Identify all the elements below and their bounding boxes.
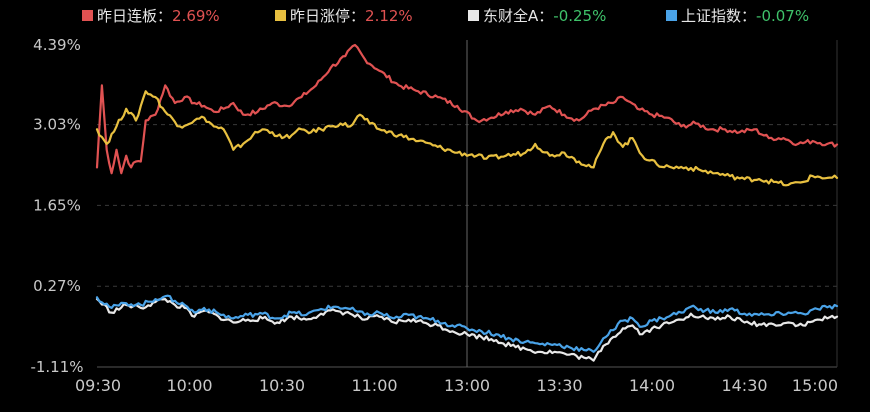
x-tick-label: 15:00 <box>792 376 838 395</box>
y-tick-label: 3.03% <box>33 116 81 134</box>
x-tick-label: 14:30 <box>721 376 767 395</box>
legend-swatch-blue <box>666 10 677 21</box>
y-tick-label: 0.27% <box>33 277 81 295</box>
x-tick-label: 13:30 <box>536 376 582 395</box>
legend-label: 昨日涨停 <box>290 7 351 25</box>
x-tick-label: 14:00 <box>629 376 675 395</box>
legend-value: 2.69% <box>172 6 220 25</box>
legend-swatch-red <box>82 10 93 21</box>
series-line-3 <box>95 294 839 353</box>
series-line-1 <box>95 90 839 187</box>
y-tick-label: 1.65% <box>33 196 81 214</box>
legend-value: -0.07% <box>756 6 810 25</box>
y-tick-label: -1.11% <box>30 358 83 376</box>
x-tick-label: 10:00 <box>166 376 212 395</box>
x-tick-label: 09:30 <box>75 376 121 395</box>
legend-value: 2.12% <box>365 6 413 25</box>
chart-legend: 昨日连板： 2.69% 昨日涨停： 2.12% 东财全A： -0.25% 上证指… <box>0 5 870 27</box>
legend-item-dongcai-quana[interactable]: 东财全A： -0.25% <box>468 5 606 26</box>
legend-swatch-white <box>468 10 479 21</box>
y-tick-label: 4.39% <box>33 36 81 54</box>
x-tick-label: 11:00 <box>351 376 397 395</box>
series-line-2 <box>95 298 839 362</box>
legend-label: 上证指数 <box>681 7 742 25</box>
x-tick-label: 10:30 <box>259 376 305 395</box>
legend-item-zuori-zhangting[interactable]: 昨日涨停： 2.12% <box>275 5 413 26</box>
legend-item-shangzheng-zhishu[interactable]: 上证指数： -0.07% <box>666 5 809 26</box>
legend-label: 昨日连板 <box>97 7 158 25</box>
x-tick-label: 13:00 <box>444 376 490 395</box>
legend-swatch-yellow <box>275 10 286 21</box>
series-line-0 <box>95 43 839 175</box>
legend-value: -0.25% <box>553 6 607 25</box>
legend-item-zuori-lianban[interactable]: 昨日连板： 2.69% <box>82 5 220 26</box>
legend-label: 东财全A <box>483 7 539 25</box>
